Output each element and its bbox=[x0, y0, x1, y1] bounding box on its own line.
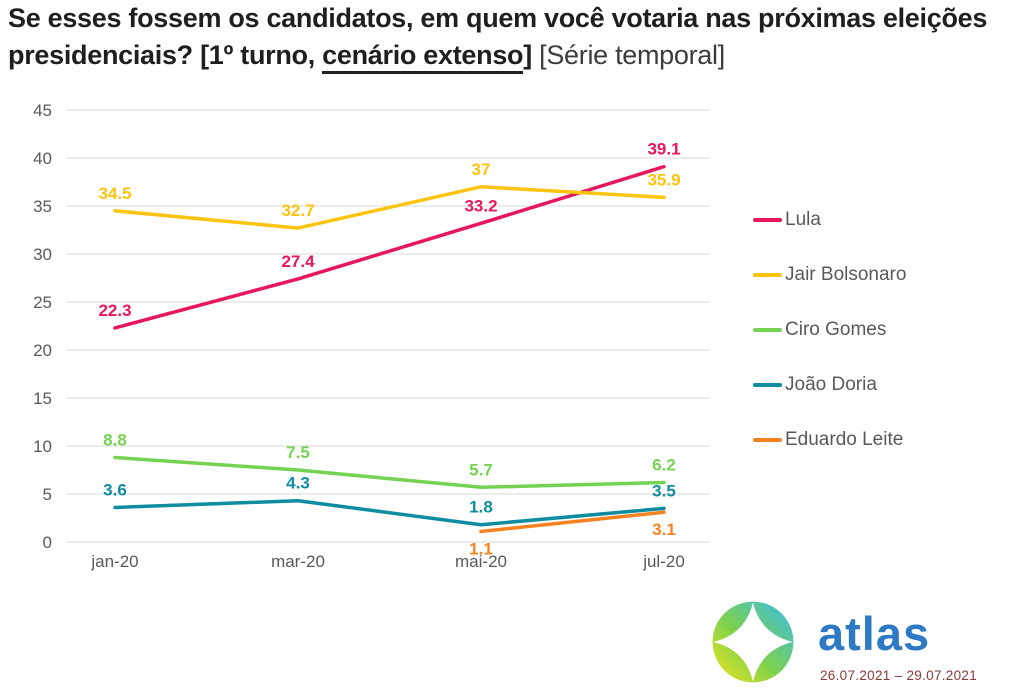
y-tick-label: 20 bbox=[33, 341, 52, 360]
chart-title: Se esses fossem os candidatos, em quem v… bbox=[8, 0, 1012, 74]
series-line-eduardo-leite bbox=[479, 510, 666, 534]
data-label-eduardo-leite-2: 1.1 bbox=[469, 539, 493, 558]
legend-label-joao-doria: João Doria bbox=[785, 373, 877, 395]
legend-item-joao-doria: João Doria bbox=[753, 357, 906, 412]
data-label-joao-doria-2: 1.8 bbox=[469, 498, 493, 517]
data-label-eduardo-leite-3: 3.1 bbox=[652, 520, 676, 539]
y-tick-label: 5 bbox=[43, 485, 52, 504]
title-main: Se esses fossem os candidatos, em quem v… bbox=[8, 3, 988, 70]
data-label-ciro-gomes-1: 7.5 bbox=[286, 443, 310, 462]
x-tick-label: mar-20 bbox=[271, 552, 325, 571]
title-series-note: [Série temporal] bbox=[531, 40, 725, 70]
legend-swatch-eduardo-leite bbox=[753, 437, 782, 442]
x-tick-label: mai-20 bbox=[455, 552, 507, 571]
data-label-joao-doria-0: 3.6 bbox=[103, 480, 127, 499]
data-label-lula-3: 39.1 bbox=[647, 140, 680, 159]
chart-legend: Lula Jair Bolsonaro Ciro Gomes João Doria Ed… bbox=[753, 192, 906, 467]
series-line-joao-doria bbox=[113, 498, 666, 527]
data-label-lula-1: 27.4 bbox=[281, 252, 315, 271]
series-line-ciro-gomes bbox=[113, 455, 666, 490]
legend-label-jair-bolsonaro: Jair Bolsonaro bbox=[785, 263, 907, 285]
data-label-ciro-gomes-2: 5.7 bbox=[469, 460, 493, 479]
series-line-jair-bolsonaro bbox=[113, 185, 666, 230]
legend-label-ciro-gomes: Ciro Gomes bbox=[785, 318, 887, 340]
data-label-jair-bolsonaro-1: 32.7 bbox=[281, 201, 314, 220]
legend-item-eduardo-leite: Eduardo Leite bbox=[753, 412, 906, 467]
y-tick-label: 25 bbox=[33, 293, 52, 312]
data-label-jair-bolsonaro-3: 35.9 bbox=[647, 170, 680, 189]
series-line-lula bbox=[113, 164, 666, 330]
legend-swatch-ciro-gomes bbox=[753, 327, 782, 332]
data-label-ciro-gomes-0: 8.8 bbox=[103, 431, 127, 450]
legend-item-lula: Lula bbox=[753, 192, 906, 247]
y-tick-label: 15 bbox=[33, 389, 52, 408]
legend-swatch-lula bbox=[753, 217, 782, 222]
y-tick-label: 30 bbox=[33, 245, 52, 264]
x-tick-label: jan-20 bbox=[90, 552, 138, 571]
title-bracket-close: ] bbox=[523, 40, 532, 70]
legend-item-jair-bolsonaro: Jair Bolsonaro bbox=[753, 247, 906, 302]
x-tick-label: jul-20 bbox=[642, 552, 685, 571]
y-tick-label: 45 bbox=[33, 101, 52, 120]
data-label-joao-doria-1: 4.3 bbox=[286, 474, 310, 493]
title-underlined-scenario: cenário extenso bbox=[322, 40, 524, 74]
data-label-jair-bolsonaro-0: 34.5 bbox=[98, 184, 131, 203]
y-tick-label: 40 bbox=[33, 149, 52, 168]
y-tick-label: 0 bbox=[43, 533, 52, 552]
data-label-joao-doria-3: 3.5 bbox=[652, 481, 676, 500]
legend-label-lula: Lula bbox=[785, 208, 821, 230]
data-label-lula-0: 22.3 bbox=[98, 301, 131, 320]
legend-item-ciro-gomes: Ciro Gomes bbox=[753, 302, 906, 357]
y-tick-label: 10 bbox=[33, 437, 52, 456]
legend-swatch-jair-bolsonaro bbox=[753, 272, 782, 277]
legend-swatch-joao-doria bbox=[753, 382, 782, 387]
data-label-lula-2: 33.2 bbox=[464, 196, 497, 215]
data-label-ciro-gomes-3: 6.2 bbox=[652, 455, 676, 474]
data-label-jair-bolsonaro-2: 37 bbox=[472, 160, 491, 179]
legend-label-eduardo-leite: Eduardo Leite bbox=[785, 428, 904, 450]
y-tick-label: 35 bbox=[33, 197, 52, 216]
